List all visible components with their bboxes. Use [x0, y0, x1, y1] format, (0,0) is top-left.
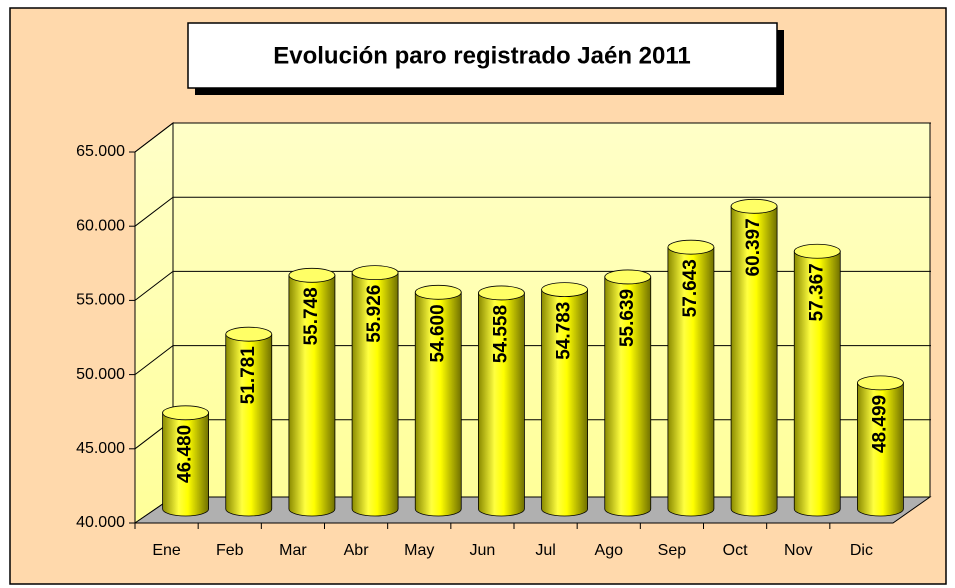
bar: 57.643 [667, 239, 715, 517]
value-label: 46.480 [175, 425, 196, 483]
bar-body [857, 382, 904, 517]
bar-body [162, 412, 209, 517]
bar-body [793, 250, 841, 517]
bar-body [604, 276, 652, 517]
value-label: 51.781 [238, 346, 259, 405]
bar-body [478, 292, 525, 517]
title-box [187, 22, 778, 89]
bar-top [604, 269, 652, 285]
bar-body [288, 274, 336, 517]
y-tick-label: 65.000 [76, 143, 125, 160]
value-label: 57.367 [806, 263, 827, 321]
x-tick-label: Feb [216, 542, 244, 559]
bar-top [730, 198, 778, 214]
bar-body [541, 289, 588, 517]
bar: 51.781 [225, 326, 273, 517]
x-tick-label: Mar [279, 542, 307, 559]
grid-line [134, 122, 931, 153]
value-label: 54.783 [554, 302, 575, 360]
bar-body [225, 333, 273, 517]
bar-body [414, 291, 462, 517]
x-tick-label: Nov [784, 542, 812, 559]
value-label: 60.397 [743, 218, 764, 276]
value-label: 57.643 [680, 259, 701, 317]
bar-body [730, 205, 778, 517]
bar: 57.367 [793, 243, 841, 517]
y-tick-label: 45.000 [76, 440, 125, 457]
y-tick-label: 55.000 [76, 292, 125, 309]
y-tick-label: 50.000 [76, 366, 125, 383]
x-tick-label: Sep [658, 542, 687, 559]
grid-line [134, 196, 931, 227]
bar-top [162, 405, 209, 421]
x-tick-label: Abr [344, 542, 370, 559]
bar-top [414, 284, 462, 300]
x-tick-label: May [404, 542, 434, 559]
value-label: 54.558 [490, 305, 511, 363]
chart-title: Evolución paro registrado Jaén 2011 [273, 42, 691, 69]
value-label: 55.748 [301, 287, 322, 345]
x-tick-label: Jul [535, 542, 555, 559]
bar-body [667, 246, 715, 517]
bar: 55.748 [288, 267, 336, 517]
x-tick-label: Ago [595, 542, 624, 559]
bar-top [667, 239, 715, 255]
bar-top [793, 243, 841, 259]
x-tick-label: Dic [850, 542, 873, 559]
bar-top [288, 267, 336, 283]
y-tick-label: 40.000 [76, 514, 125, 531]
x-tick-label: Ene [152, 542, 181, 559]
bar: 54.558 [478, 285, 525, 517]
value-label: 48.499 [869, 395, 890, 453]
y-tick-label: 60.000 [76, 217, 125, 234]
x-tick-label: Jun [470, 542, 496, 559]
bar: 54.783 [541, 282, 588, 517]
bar-top [857, 375, 904, 391]
value-label: 55.639 [617, 289, 638, 347]
x-tick-label: Oct [723, 542, 748, 559]
bar-top [351, 265, 399, 281]
bar: 55.639 [604, 269, 652, 517]
bar-top [541, 282, 588, 298]
value-label: 54.600 [427, 304, 448, 362]
bar: 54.600 [414, 284, 462, 517]
bar: 55.926 [351, 265, 399, 517]
bar-top [225, 326, 273, 342]
bar: 46.480 [162, 405, 209, 517]
bar: 48.499 [857, 375, 904, 517]
value-label: 55.926 [364, 285, 385, 343]
bar-top [478, 285, 525, 301]
bar-body [351, 272, 399, 517]
bar: 60.397 [730, 198, 778, 517]
